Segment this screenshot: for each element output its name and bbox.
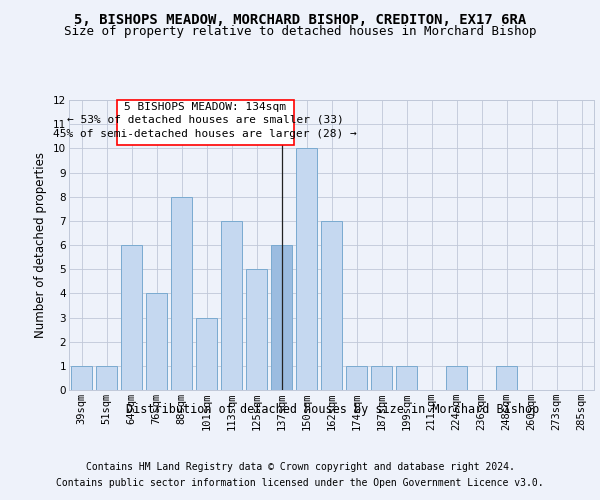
Bar bbox=[396, 366, 417, 390]
Bar bbox=[271, 245, 292, 390]
FancyBboxPatch shape bbox=[116, 100, 294, 144]
Bar bbox=[446, 366, 467, 390]
Bar bbox=[221, 221, 242, 390]
Text: 45% of semi-detached houses are larger (28) →: 45% of semi-detached houses are larger (… bbox=[53, 129, 357, 139]
Bar bbox=[346, 366, 367, 390]
Text: Size of property relative to detached houses in Morchard Bishop: Size of property relative to detached ho… bbox=[64, 25, 536, 38]
Bar bbox=[246, 269, 267, 390]
Bar bbox=[496, 366, 517, 390]
Bar bbox=[171, 196, 192, 390]
Bar bbox=[371, 366, 392, 390]
Text: 5 BISHOPS MEADOW: 134sqm: 5 BISHOPS MEADOW: 134sqm bbox=[124, 102, 286, 112]
Text: ← 53% of detached houses are smaller (33): ← 53% of detached houses are smaller (33… bbox=[67, 114, 344, 124]
Bar bbox=[146, 294, 167, 390]
Bar bbox=[296, 148, 317, 390]
Bar bbox=[321, 221, 342, 390]
Text: Contains HM Land Registry data © Crown copyright and database right 2024.: Contains HM Land Registry data © Crown c… bbox=[86, 462, 514, 472]
Text: Contains public sector information licensed under the Open Government Licence v3: Contains public sector information licen… bbox=[56, 478, 544, 488]
Bar bbox=[71, 366, 92, 390]
Text: 5, BISHOPS MEADOW, MORCHARD BISHOP, CREDITON, EX17 6RA: 5, BISHOPS MEADOW, MORCHARD BISHOP, CRED… bbox=[74, 12, 526, 26]
Bar bbox=[96, 366, 117, 390]
Bar bbox=[196, 318, 217, 390]
Bar bbox=[121, 245, 142, 390]
Text: Distribution of detached houses by size in Morchard Bishop: Distribution of detached houses by size … bbox=[127, 402, 539, 415]
Y-axis label: Number of detached properties: Number of detached properties bbox=[34, 152, 47, 338]
